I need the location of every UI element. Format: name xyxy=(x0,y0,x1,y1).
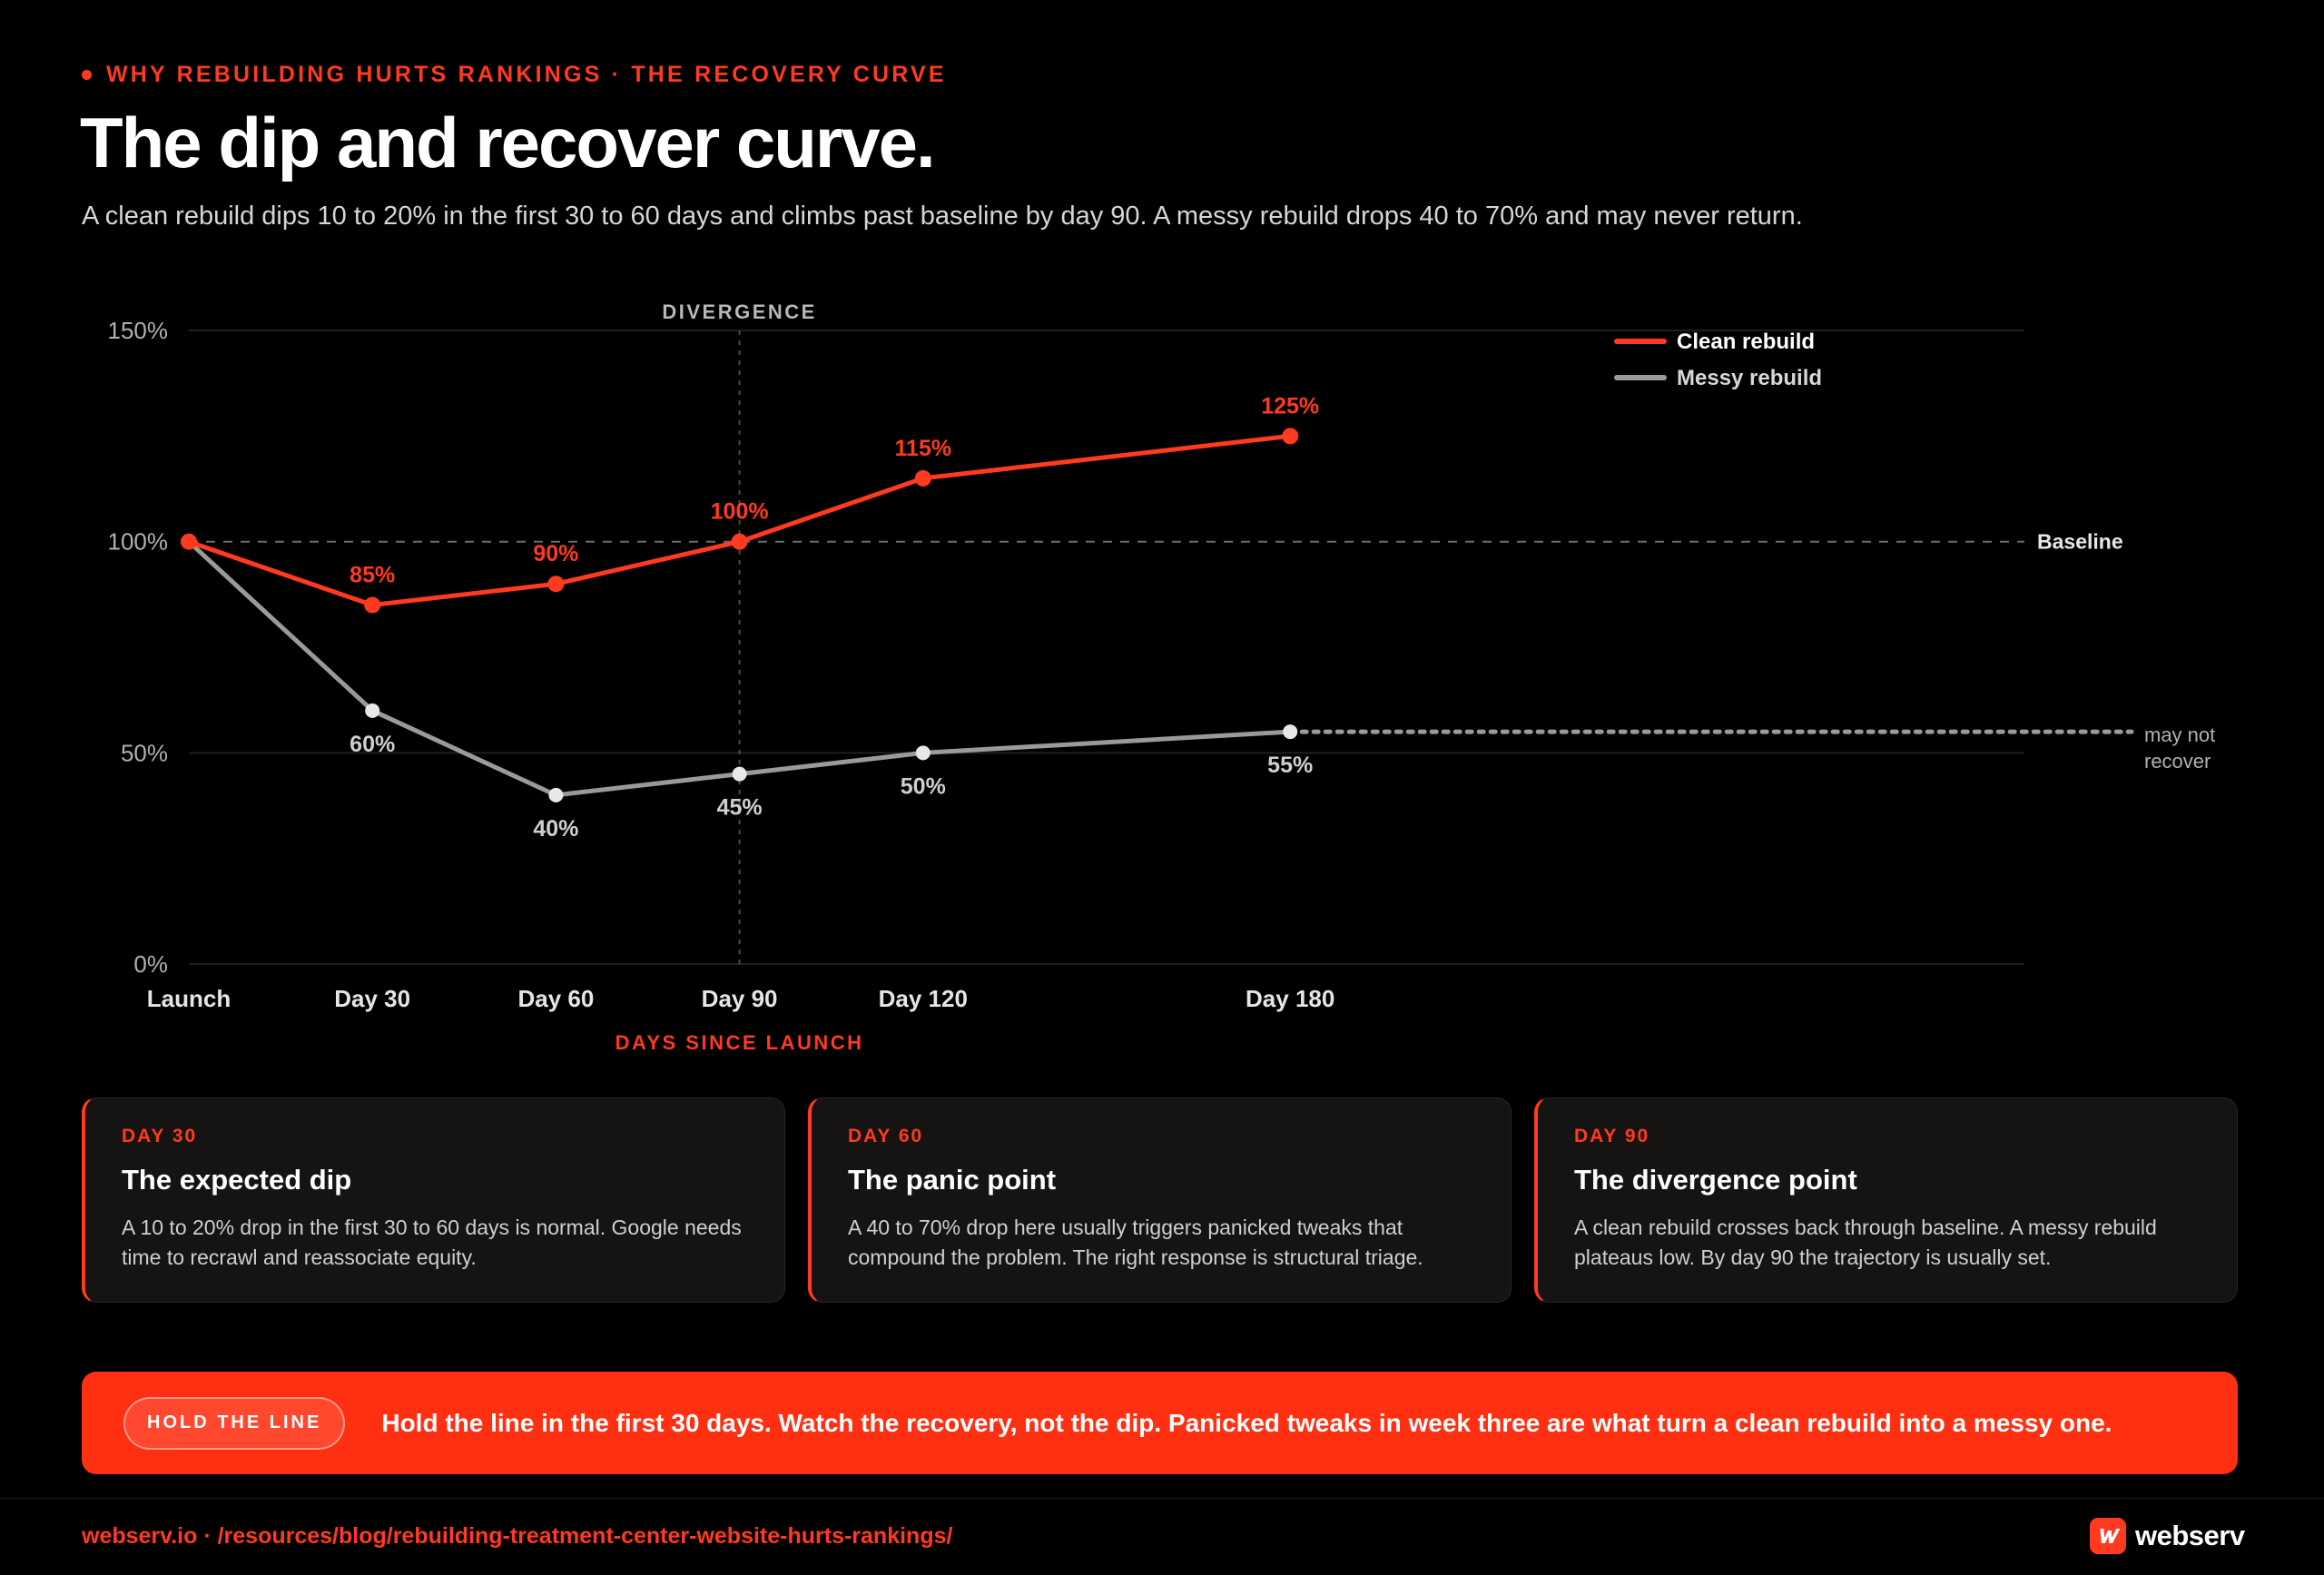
card-body: A 40 to 70% drop here usually triggers p… xyxy=(848,1216,1423,1269)
clean-rebuild-point xyxy=(181,533,197,550)
card-day-60: DAY 60 The panic point A 40 to 70% drop … xyxy=(808,1098,1512,1303)
x-tick-label: Launch xyxy=(147,985,231,1012)
clean-rebuild-point xyxy=(914,469,931,487)
y-tick-label: 0% xyxy=(133,950,168,978)
card-title: The panic point xyxy=(848,1164,1057,1196)
clean-rebuild-point xyxy=(1282,428,1299,445)
page-subtitle: A clean rebuild dips 10 to 20% in the fi… xyxy=(82,202,1803,231)
legend-label: Clean rebuild xyxy=(1677,330,1815,354)
card-title: The divergence point xyxy=(1574,1164,1857,1196)
card-day-90: DAY 90 The divergence point A clean rebu… xyxy=(1534,1098,2238,1303)
clean-rebuild-data-label: 85% xyxy=(350,562,395,587)
clean-rebuild-point xyxy=(731,533,748,550)
card-body: A clean rebuild crosses back through bas… xyxy=(1574,1216,2157,1269)
trail-note-line-1: may not xyxy=(2144,724,2215,746)
x-tick-label: Day 90 xyxy=(702,985,778,1012)
x-tick-label: Day 30 xyxy=(334,985,410,1012)
eyebrow-text: WHY REBUILDING HURTS RANKINGS · THE RECO… xyxy=(106,62,947,87)
card-body: A 10 to 20% drop in the first 30 to 60 d… xyxy=(122,1216,742,1269)
banner-text: Hold the line in the first 30 days. Watc… xyxy=(381,1408,2112,1437)
brand-name: webserv xyxy=(2135,1520,2245,1551)
divergence-label: DIVERGENCE xyxy=(662,300,816,323)
messy-rebuild-point xyxy=(365,703,380,718)
messy-rebuild-data-label: 55% xyxy=(1267,753,1313,778)
brand-logo[interactable]: webserv xyxy=(2090,1518,2245,1554)
clean-rebuild-data-label: 90% xyxy=(533,541,578,566)
card-title: The expected dip xyxy=(122,1164,352,1196)
card-day-label: DAY 60 xyxy=(848,1126,924,1147)
messy-rebuild-point xyxy=(1283,724,1298,740)
messy-rebuild-data-label: 45% xyxy=(717,795,763,821)
messy-rebuild-point xyxy=(548,787,564,802)
messy-rebuild-data-label: 40% xyxy=(533,816,578,842)
x-tick-label: Day 120 xyxy=(879,985,968,1012)
webserv-logo-icon xyxy=(2090,1518,2126,1554)
footer-divider xyxy=(0,1498,2324,1499)
baseline-label: Baseline xyxy=(2037,530,2123,554)
clean-rebuild-line xyxy=(186,433,1293,607)
y-tick-label: 100% xyxy=(108,528,169,556)
trail-note-line-2: recover xyxy=(2144,750,2211,773)
legend-label: Messy rebuild xyxy=(1677,366,1822,390)
messy-rebuild-line xyxy=(186,539,1293,798)
hold-the-line-badge: HOLD THE LINE xyxy=(123,1396,346,1450)
messy-rebuild-point xyxy=(732,766,747,782)
x-axis-title: DAYS SINCE LAUNCH xyxy=(615,1031,864,1054)
messy-rebuild-data-label: 60% xyxy=(350,732,395,757)
page-title: The dip and recover curve. xyxy=(80,103,936,182)
messy-rebuild-data-label: 50% xyxy=(901,773,946,799)
eyebrow-dot-icon xyxy=(82,70,92,80)
recovery-line-chart: 0% 50% 100% 150% Baseline DIVERGENCE Launch Day… xyxy=(108,300,2216,1054)
eyebrow: WHY REBUILDING HURTS RANKINGS · THE RECO… xyxy=(82,62,947,88)
callout-banner: HOLD THE LINE Hold the line in the first… xyxy=(82,1372,2238,1474)
card-day-label: DAY 30 xyxy=(122,1126,198,1147)
card-day-30: DAY 30 The expected dip A 10 to 20% drop… xyxy=(82,1098,785,1303)
y-tick-label: 150% xyxy=(108,317,169,344)
clean-rebuild-data-label: 115% xyxy=(895,436,952,461)
insight-cards: DAY 30 The expected dip A 10 to 20% drop… xyxy=(82,1098,2238,1303)
y-tick-label: 50% xyxy=(121,739,168,766)
clean-rebuild-point xyxy=(364,596,381,614)
footer-url-link[interactable]: webserv.io · /resources/blog/rebuilding-… xyxy=(82,1523,953,1549)
card-day-label: DAY 90 xyxy=(1574,1126,1650,1147)
x-tick-label: Day 180 xyxy=(1246,985,1334,1012)
x-tick-label: Day 60 xyxy=(517,985,594,1012)
clean-rebuild-data-label: 100% xyxy=(711,499,769,525)
clean-rebuild-data-label: 125% xyxy=(1261,393,1319,418)
clean-rebuild-point xyxy=(547,576,565,593)
messy-rebuild-point xyxy=(915,745,931,761)
